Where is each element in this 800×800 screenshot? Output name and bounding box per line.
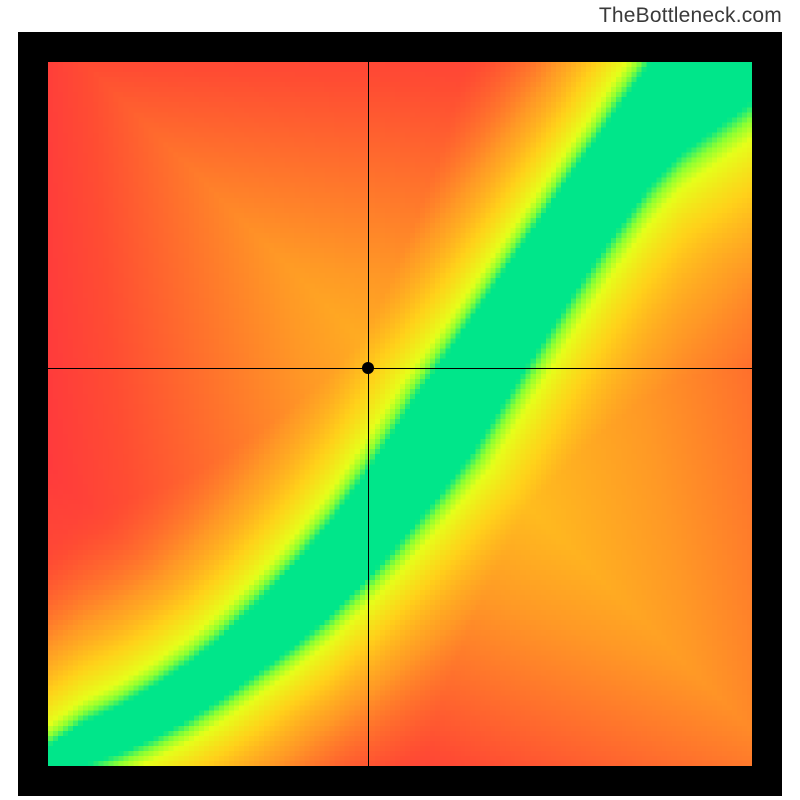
attribution-text: TheBottleneck.com xyxy=(599,4,782,28)
crosshair-marker[interactable] xyxy=(362,362,374,374)
crosshair-vertical xyxy=(368,62,369,766)
chart-frame xyxy=(18,32,782,796)
crosshair-horizontal xyxy=(48,368,752,369)
heatmap-plot xyxy=(48,62,752,766)
heatmap-canvas xyxy=(48,62,752,766)
